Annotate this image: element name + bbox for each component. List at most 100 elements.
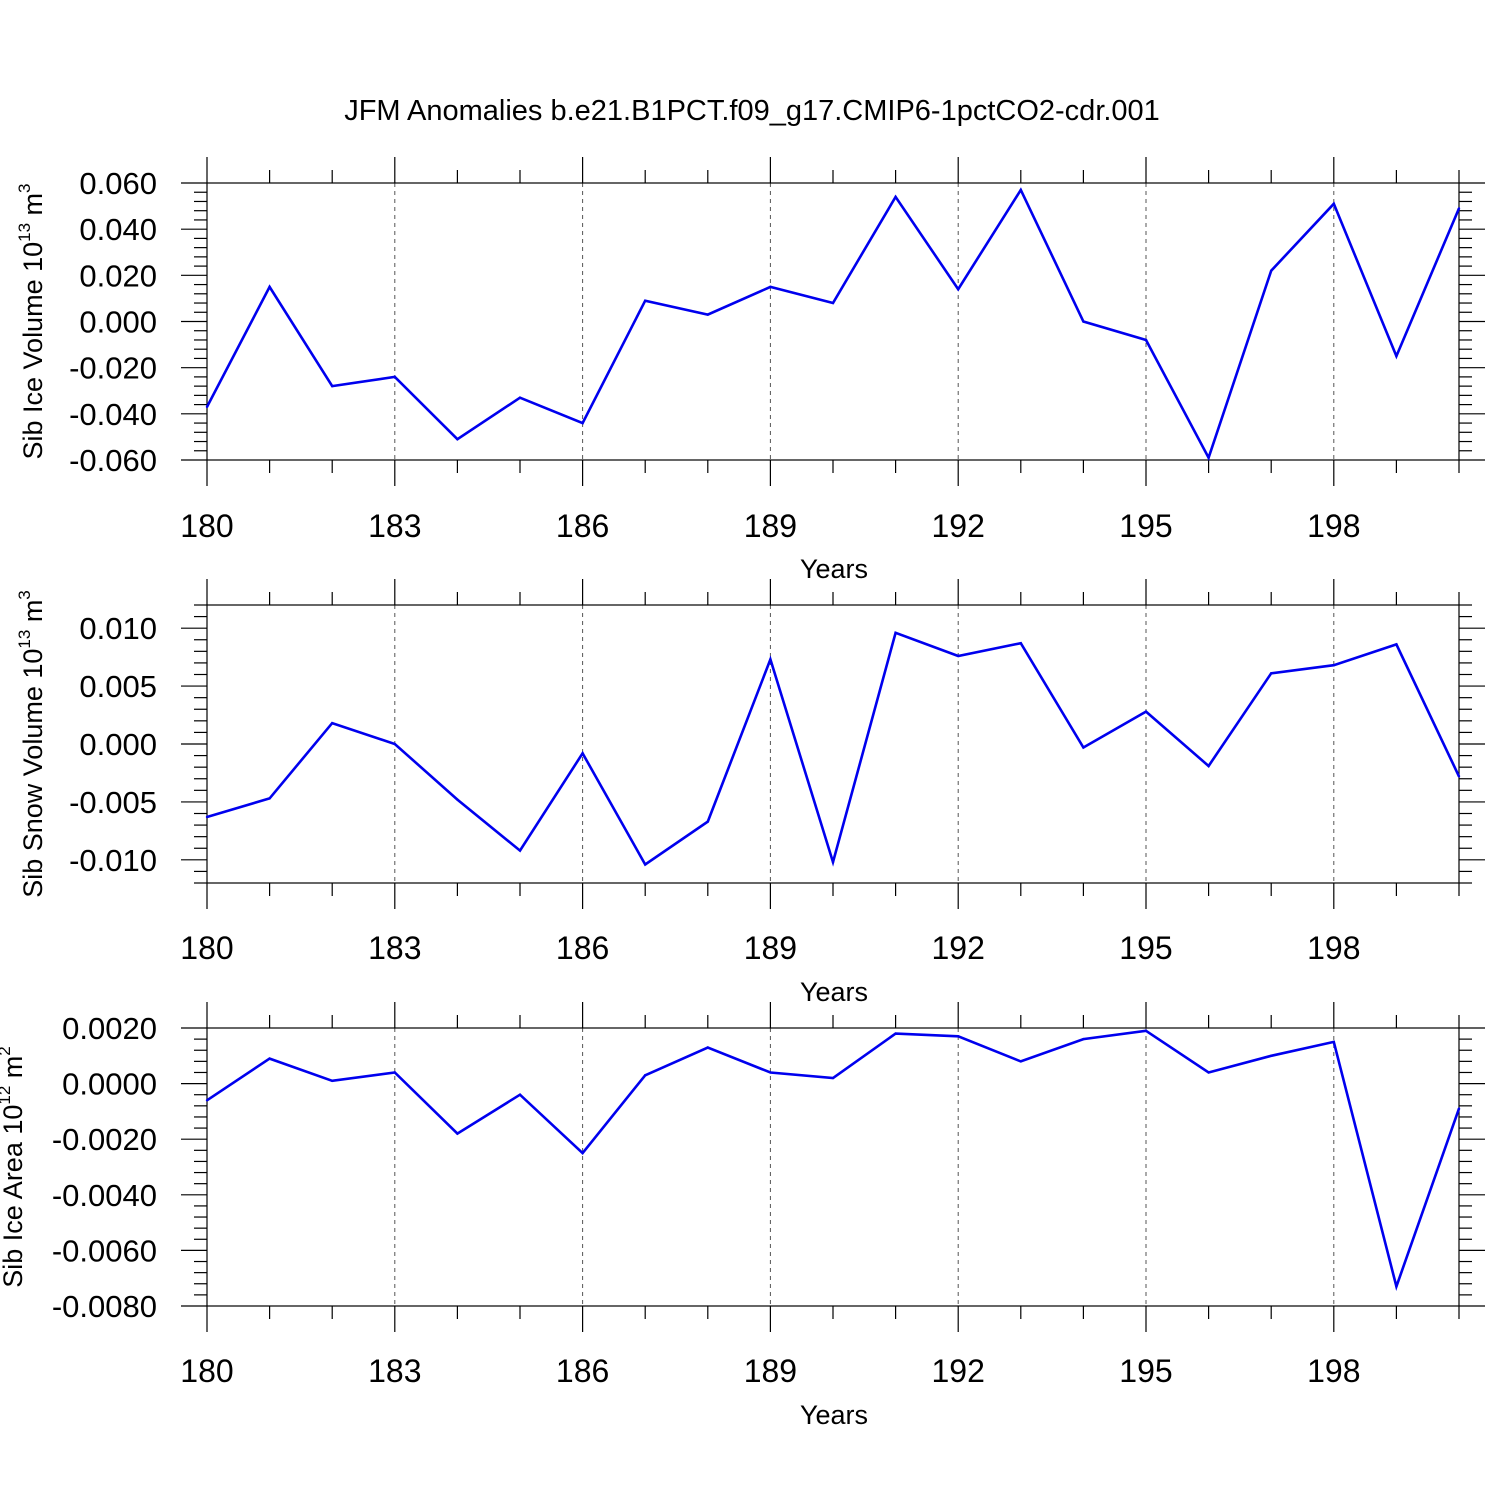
x-axis-label: Years — [800, 977, 868, 1007]
y-tick-label: -0.005 — [69, 785, 157, 820]
data-point — [205, 1099, 209, 1102]
y-tick-label: 0.0020 — [62, 1011, 157, 1046]
data-point — [957, 287, 960, 291]
data-point — [1332, 664, 1336, 667]
data-point — [1144, 710, 1148, 713]
x-tick-label: 192 — [932, 1353, 985, 1389]
y-axis-label: Sib Ice Volume 1013 m3 — [15, 183, 48, 459]
x-tick-label: 180 — [180, 508, 233, 544]
data-point — [706, 820, 709, 823]
data-point — [957, 654, 960, 658]
data-point — [1270, 1054, 1273, 1058]
data-point — [894, 195, 897, 199]
data-point — [331, 721, 334, 725]
data-point — [1207, 764, 1210, 768]
data-point — [456, 798, 459, 801]
data-point — [1144, 338, 1148, 342]
data-point — [1019, 1060, 1022, 1063]
data-point — [331, 384, 334, 388]
data-point — [456, 438, 459, 441]
y-axis-label: Sib Ice Area 1012 m2 — [0, 1046, 28, 1288]
data-point — [581, 421, 584, 425]
y-tick-label: 0.040 — [79, 212, 157, 247]
x-axis-label: Years — [800, 554, 868, 584]
x-tick-label: 198 — [1307, 1353, 1360, 1389]
data-point — [831, 860, 835, 864]
data-point — [581, 1151, 584, 1155]
data-point — [1019, 642, 1022, 645]
data-point — [268, 1057, 271, 1060]
data-point — [706, 1046, 709, 1049]
y-tick-label: -0.0080 — [52, 1289, 157, 1324]
data-point — [393, 375, 396, 379]
x-tick-label: 183 — [368, 1353, 421, 1389]
x-tick-label: 180 — [180, 1353, 233, 1389]
y-tick-label: 0.060 — [79, 166, 157, 201]
chart-panel-3: -0.0080 -0.0060 -0.0040 -0.0020 0.0000 0.0020… — [0, 1002, 1485, 1430]
data-point — [518, 849, 522, 852]
data-point — [1082, 1037, 1085, 1041]
data-point — [831, 1076, 835, 1080]
x-tick-label: 195 — [1119, 508, 1172, 544]
y-tick-label: -0.020 — [69, 351, 157, 386]
data-point — [706, 313, 709, 316]
x-tick-label: 186 — [556, 508, 609, 544]
x-tick-label: 195 — [1119, 1353, 1172, 1389]
data-point — [205, 405, 209, 409]
data-point — [831, 301, 835, 305]
y-tick-label: 0.000 — [79, 727, 157, 762]
data-point — [894, 631, 897, 634]
y-tick-label: 0.010 — [79, 611, 157, 646]
y-tick-label: 0.0000 — [62, 1067, 157, 1102]
data-point — [518, 396, 522, 399]
data-point — [1082, 746, 1085, 749]
x-tick-label: 183 — [368, 930, 421, 966]
data-point — [644, 299, 647, 302]
y-tick-label: -0.060 — [69, 443, 157, 478]
x-axis-label: Years — [800, 1400, 868, 1430]
data-point — [1332, 202, 1336, 205]
x-tick-label: 192 — [932, 508, 985, 544]
data-point — [644, 1074, 647, 1077]
data-point — [393, 742, 396, 746]
data-point — [769, 285, 772, 289]
x-tick-label: 183 — [368, 508, 421, 544]
x-tick-label: 192 — [932, 930, 985, 966]
data-point — [268, 797, 271, 800]
x-tick-label: 180 — [180, 930, 233, 966]
data-point — [1270, 672, 1273, 675]
data-point — [456, 1132, 459, 1135]
x-tick-label: 189 — [744, 508, 797, 544]
data-point — [1457, 775, 1461, 778]
x-tick-label: 198 — [1307, 930, 1360, 966]
y-tick-label: 0.020 — [79, 258, 157, 293]
y-tick-label: -0.040 — [69, 397, 157, 432]
x-tick-label: 198 — [1307, 508, 1360, 544]
y-tick-label: -0.0040 — [52, 1178, 157, 1213]
data-point — [769, 1071, 772, 1074]
data-point — [769, 658, 772, 661]
data-point — [268, 285, 271, 289]
y-tick-label: -0.010 — [69, 843, 157, 878]
chart-panel-1: -0.060 -0.040 -0.020 0.000 0.020 0.040 0.060 18… — [15, 157, 1485, 584]
x-tick-label: 186 — [556, 930, 609, 966]
data-point — [1332, 1040, 1336, 1044]
data-point — [581, 752, 584, 755]
data-point — [1457, 1107, 1461, 1110]
x-tick-label: 189 — [744, 1353, 797, 1389]
y-tick-label: 0.005 — [79, 669, 157, 704]
data-point — [1270, 269, 1273, 272]
data-point — [1019, 188, 1022, 192]
x-tick-label: 195 — [1119, 930, 1172, 966]
data-point — [518, 1093, 522, 1096]
data-point — [1144, 1029, 1148, 1032]
y-tick-label: 0.000 — [79, 305, 157, 340]
data-point — [894, 1032, 897, 1035]
data-point — [1082, 320, 1085, 323]
data-point — [1207, 1071, 1210, 1074]
data-point — [205, 815, 209, 819]
data-point — [1457, 207, 1461, 210]
x-tick-label: 189 — [744, 930, 797, 966]
data-point — [1395, 354, 1398, 358]
